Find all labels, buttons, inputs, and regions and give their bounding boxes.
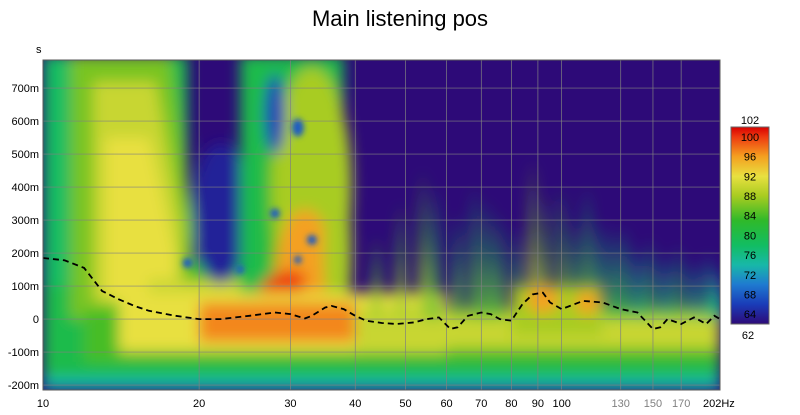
x-tick-label: 50 <box>399 398 411 410</box>
resonance-spike-core <box>373 273 381 320</box>
colorbar-tick-label: 80 <box>744 230 756 242</box>
y-tick-label: 200m <box>11 248 39 260</box>
x-tick-label: 10 <box>37 398 49 410</box>
y-tick-label: -100m <box>8 347 39 359</box>
x-tick-label: 20 <box>193 398 205 410</box>
resonance-spike-core <box>471 246 479 320</box>
x-axis-ticks: 10 20 30 40 50 60 70 80 90 100 130 150 170 202Hz <box>37 398 735 410</box>
resonance-spike-core <box>496 260 504 320</box>
low-level-island <box>182 257 193 268</box>
y-axis-label: s <box>36 44 42 56</box>
heat-region <box>43 361 720 377</box>
heat-blob <box>526 285 559 314</box>
x-tick-label: 150 <box>644 398 662 410</box>
heatmap-detail <box>182 118 317 274</box>
resonance-spike-core <box>714 290 720 320</box>
resonance-spike-core <box>705 282 712 320</box>
plot-area <box>42 59 721 391</box>
resonance-spike-core <box>675 279 682 320</box>
x-tick-label: 100 <box>552 398 570 410</box>
cavity-blob <box>192 143 249 284</box>
x-tick-label: 130 <box>612 398 630 410</box>
colorbar-labels: 102 100 96 92 88 84 80 76 72 68 64 62 <box>741 115 759 342</box>
heat-region <box>199 302 356 343</box>
colorbar-tick-label: 96 <box>744 152 756 164</box>
colorbar-tick-label: 68 <box>744 289 756 301</box>
resonance-spike-core <box>397 255 405 320</box>
colorbar-max-label: 102 <box>741 115 759 127</box>
y-tick-label: 0 <box>33 314 39 326</box>
colorbar-tick-label: 72 <box>744 270 756 282</box>
y-tick-label: 700m <box>11 83 39 95</box>
resonance-spike-core <box>690 286 698 320</box>
low-level-island <box>236 265 245 274</box>
resonance-spike-core <box>419 237 427 320</box>
low-level-island <box>291 118 304 137</box>
colorbar-gradient <box>730 126 770 325</box>
heat-blob <box>264 74 285 155</box>
colorbar-tick-label: 88 <box>744 191 756 203</box>
colorbar-tick-label: 84 <box>744 211 756 223</box>
colorbar-tick-label: 92 <box>744 171 756 183</box>
resonance-spike-core <box>661 282 669 320</box>
y-axis-ticks: 700m 600m 500m 400m 300m 200m 100m 0 -100m -200m <box>8 83 39 392</box>
dashed-series-line <box>43 257 720 330</box>
y-tick-label: 600m <box>11 116 39 128</box>
x-tick-label: 30 <box>284 398 296 410</box>
x-tick-label: 80 <box>505 398 517 410</box>
x-tick-label: 202Hz <box>703 398 735 410</box>
y-tick-label: 400m <box>11 182 39 194</box>
grid-lines <box>43 60 720 390</box>
low-level-island <box>269 208 280 219</box>
colorbar: 102 100 96 92 88 84 80 76 72 68 64 62 <box>730 115 770 342</box>
y-tick-label: 100m <box>11 281 39 293</box>
resonance-spike-core <box>454 260 461 320</box>
x-tick-label: 60 <box>440 398 452 410</box>
low-level-island <box>293 255 302 264</box>
colorbar-tick-label: 64 <box>744 309 756 321</box>
colorbar-tick-label: 100 <box>741 132 759 144</box>
y-tick-label: -200m <box>8 380 39 392</box>
heat-ridge <box>105 137 176 300</box>
x-tick-label: 90 <box>532 398 544 410</box>
resonance-spike-core <box>620 268 628 320</box>
y-tick-label: 300m <box>11 215 39 227</box>
x-tick-label: 40 <box>349 398 361 410</box>
resonance-spike-core <box>431 246 439 320</box>
y-tick-label: 500m <box>11 149 39 161</box>
x-tick-label: 170 <box>672 398 690 410</box>
heat-blob <box>575 290 600 315</box>
resonance-spike-core <box>634 279 641 320</box>
chart-title: Main listening pos <box>311 6 489 31</box>
resonance-spike-core <box>646 275 654 320</box>
plot-frame <box>42 59 721 391</box>
colorbar-min-label: 62 <box>742 330 754 342</box>
x-tick-label: 70 <box>475 398 487 410</box>
low-level-island <box>306 234 317 245</box>
colorbar-tick-label: 76 <box>744 250 756 262</box>
